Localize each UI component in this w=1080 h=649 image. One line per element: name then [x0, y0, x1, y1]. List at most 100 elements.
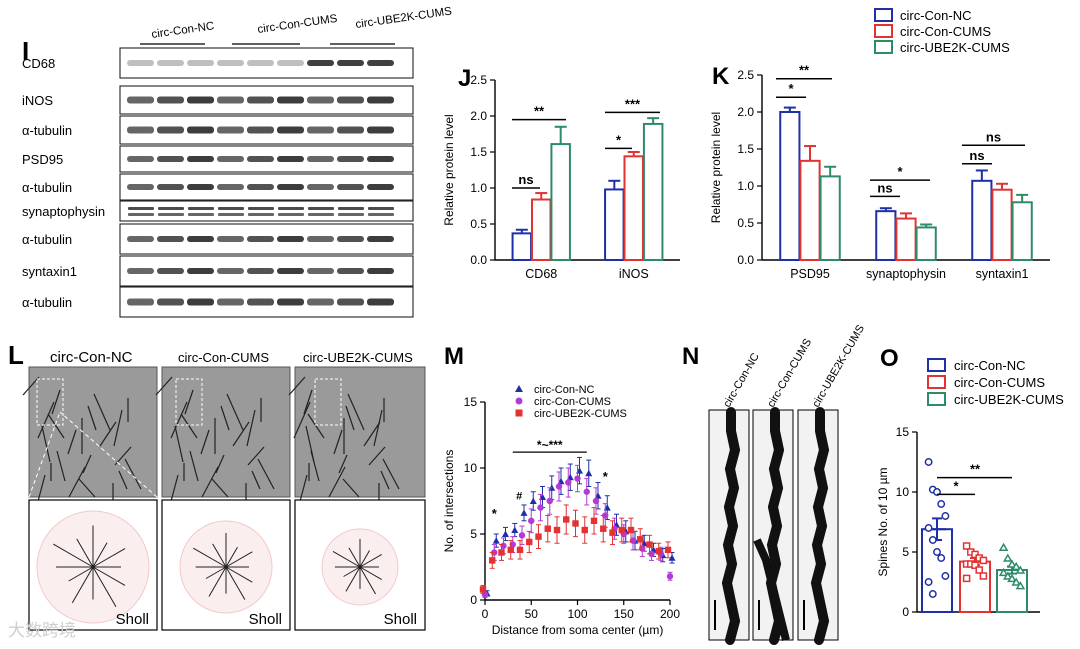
- data-point: [1002, 571, 1013, 580]
- blot-row-label: synaptophysin: [22, 204, 105, 219]
- legend-swatch-cums: [874, 24, 893, 38]
- neurite: [82, 454, 92, 474]
- blot-band: [217, 60, 244, 66]
- y-tick-label: 10: [896, 485, 910, 499]
- x-tick-label: PSD95: [790, 267, 830, 281]
- neuron-micrograph: [28, 366, 158, 498]
- data-point: [492, 537, 500, 544]
- dendrite-trace: [92, 566, 117, 608]
- blot-band: [277, 126, 304, 134]
- blot-band: [277, 60, 304, 66]
- legend-label: circ-Con-NC: [534, 384, 595, 396]
- blot-band: [367, 96, 394, 104]
- y-axis-label: No. of intersections: [442, 450, 456, 553]
- blot-band: [247, 96, 274, 104]
- neurite: [232, 421, 250, 447]
- neurite: [68, 466, 86, 498]
- dendrite-shaft: [753, 538, 790, 641]
- neurite: [51, 389, 61, 415]
- neurite: [288, 376, 306, 396]
- y-tick-label: 5: [902, 545, 909, 559]
- data-point: [585, 469, 593, 477]
- data-point: [546, 497, 553, 505]
- blot-band: [277, 298, 304, 306]
- blot-band: [188, 207, 214, 210]
- data-point: [1011, 561, 1022, 571]
- blot-band: [187, 236, 214, 242]
- neurite: [189, 450, 199, 482]
- dendrite-trace: [348, 547, 361, 568]
- panel-letter-i: I: [22, 36, 29, 66]
- sholl-label: Sholl: [116, 611, 149, 628]
- blot-band: [307, 96, 334, 104]
- blot-band: [157, 268, 184, 274]
- data-point: [1007, 559, 1017, 568]
- neurite: [307, 413, 325, 439]
- blot-band: [157, 126, 184, 134]
- neurite: [99, 421, 117, 447]
- data-point: [1015, 581, 1026, 590]
- data-point: [941, 512, 950, 520]
- significance-label: **: [799, 63, 810, 78]
- blot-band: [127, 236, 154, 242]
- bar: [623, 155, 644, 262]
- y-tick-label: 0.5: [470, 217, 487, 231]
- blot-band: [157, 60, 184, 66]
- dendrite-trace: [68, 566, 94, 582]
- blot-band: [307, 156, 334, 162]
- neurite: [155, 376, 173, 396]
- legend-marker-triangle: [515, 385, 523, 392]
- blot-strip: [119, 47, 414, 79]
- data-point: [937, 554, 946, 562]
- neurite: [87, 405, 97, 431]
- dendrite-trace: [359, 554, 382, 568]
- blot-band: [337, 184, 364, 190]
- blot-band: [277, 184, 304, 190]
- data-point: [590, 517, 598, 524]
- data-point: [583, 488, 590, 495]
- data-point: [666, 573, 674, 580]
- data-point: [537, 504, 544, 511]
- blot-row-label: α-tubulin: [22, 123, 72, 138]
- neurite: [251, 470, 261, 490]
- data-point: [979, 556, 988, 565]
- blot-band: [157, 96, 184, 104]
- x-tick-label: synaptophysin: [866, 267, 946, 281]
- image-title: circ-Con-CUMS: [765, 337, 814, 410]
- blot-band: [217, 268, 244, 274]
- neurite: [47, 413, 65, 439]
- y-tick-label: 0.0: [470, 253, 487, 267]
- legend-swatch-cums: [927, 375, 946, 389]
- blot-band: [247, 236, 274, 242]
- blot-band: [187, 156, 214, 162]
- data-point: [609, 529, 616, 536]
- neurite: [226, 393, 244, 431]
- blot-band: [337, 298, 364, 306]
- neurite: [247, 446, 265, 466]
- data-point: [600, 525, 607, 532]
- blot-band: [277, 268, 304, 274]
- neurite: [328, 466, 346, 498]
- neurite: [342, 478, 360, 498]
- data-point: [998, 542, 1009, 551]
- bar: [550, 143, 571, 261]
- data-point: [928, 590, 937, 598]
- blot-band: [218, 207, 244, 210]
- data-point: [941, 572, 950, 580]
- blot-band: [308, 207, 334, 210]
- blot-row-label: α-tubulin: [22, 180, 72, 195]
- neurite: [363, 421, 381, 447]
- blot-band: [158, 207, 184, 210]
- zoom-box: [175, 378, 203, 426]
- data-point: [928, 536, 937, 544]
- y-axis-label: Spines No. of 10 µm: [876, 468, 890, 577]
- bar: [511, 232, 533, 261]
- neurite: [67, 429, 77, 455]
- blot-group-label: circ-UBE2K-CUMS: [355, 6, 453, 31]
- neuron-images-panel: circ-Con-NC circ-Con-CUMS circ-UBE2K-CUMS S…: [22, 349, 426, 631]
- neurite: [345, 405, 355, 431]
- y-tick-label: 15: [464, 395, 478, 409]
- neurite: [382, 458, 400, 490]
- dendrite-trace: [345, 566, 361, 592]
